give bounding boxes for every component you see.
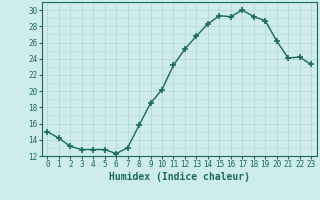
X-axis label: Humidex (Indice chaleur): Humidex (Indice chaleur) bbox=[109, 172, 250, 182]
